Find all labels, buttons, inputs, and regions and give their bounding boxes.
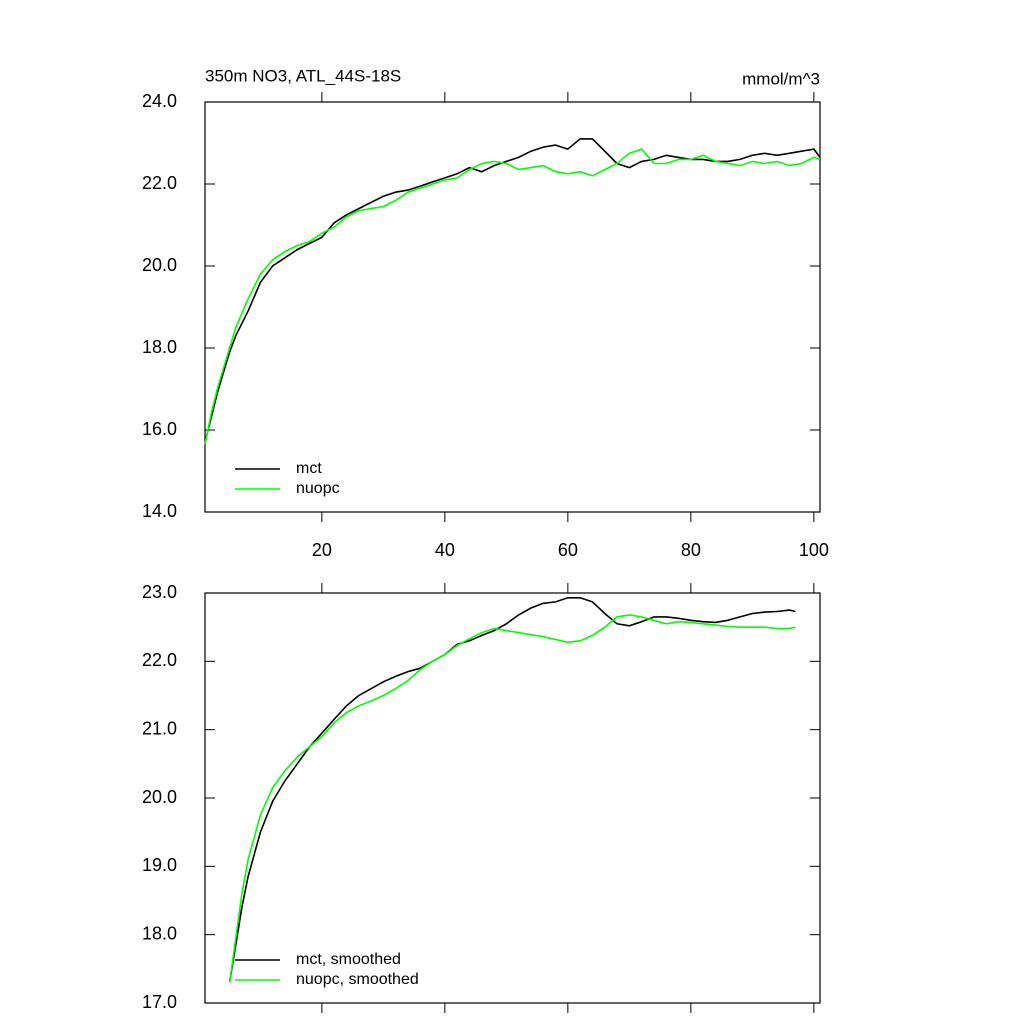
y-tick-label: 20.0 xyxy=(142,255,177,275)
y-tick-label: 23.0 xyxy=(142,582,177,602)
y-tick-label: 24.0 xyxy=(142,91,177,111)
legend-label: mct, smoothed xyxy=(296,951,401,968)
series-line xyxy=(228,614,796,983)
y-tick-label: 22.0 xyxy=(142,650,177,670)
x-tick-label: 80 xyxy=(681,540,701,560)
plot-frame xyxy=(204,101,821,513)
y-tick-label: 20.0 xyxy=(142,787,177,807)
chart-title: 350m NO3, ATL_44S-18S xyxy=(205,66,401,85)
legend-label: nuopc, smoothed xyxy=(296,971,419,988)
y-tick-label: 22.0 xyxy=(142,173,177,193)
y-tick-label: 18.0 xyxy=(142,923,177,943)
y-tick-label: 17.0 xyxy=(142,992,177,1012)
series-line xyxy=(204,148,821,445)
y-tick-label: 14.0 xyxy=(142,501,177,521)
legend-label: nuopc xyxy=(296,480,340,497)
x-tick-label: 60 xyxy=(558,540,578,560)
y-tick-label: 16.0 xyxy=(142,419,177,439)
series-line xyxy=(228,597,796,983)
units-label: mmol/m^3 xyxy=(742,69,820,88)
plot-frame xyxy=(204,592,821,1004)
y-tick-label: 18.0 xyxy=(142,337,177,357)
x-tick-label: 40 xyxy=(435,540,455,560)
x-tick-label: 100 xyxy=(799,540,829,560)
legend-label: mct xyxy=(296,460,322,477)
y-tick-label: 19.0 xyxy=(142,855,177,875)
x-tick-label: 20 xyxy=(312,540,332,560)
y-tick-label: 21.0 xyxy=(142,718,177,738)
series-line xyxy=(204,138,821,443)
